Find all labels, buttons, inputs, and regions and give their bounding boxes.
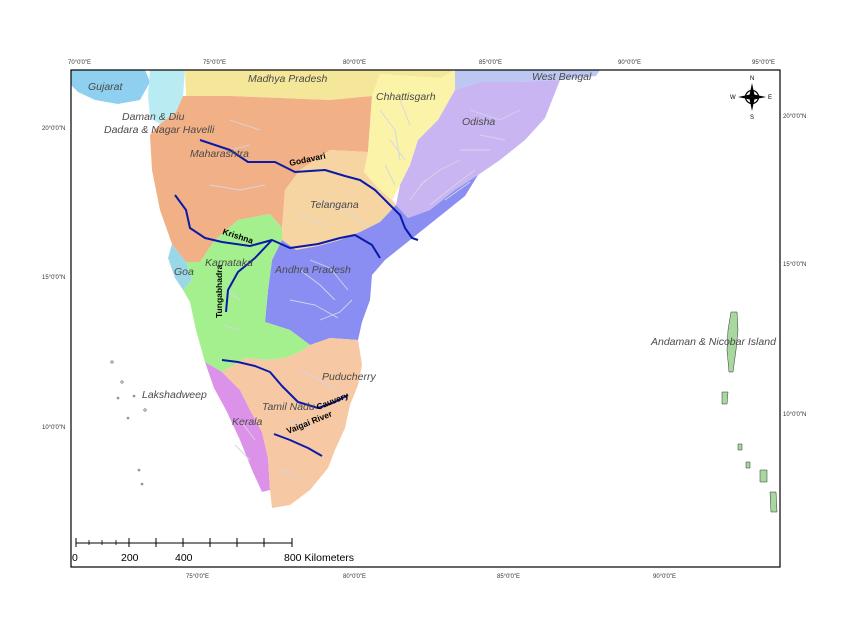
- north-arrow-s: S: [750, 115, 754, 121]
- lakshadweep-islands: [110, 360, 147, 486]
- label-telangana: Telangana: [310, 199, 359, 211]
- river-cauvery-line: [221, 359, 349, 409]
- top-coord-label: 80°0'0"E: [343, 60, 366, 66]
- north-arrow-e: E: [768, 95, 772, 101]
- left-coordinate-labels: 20°0'0"N 15°0'0"N 10°0'0"N: [42, 126, 65, 431]
- right-coord-label: 15°0'0"N: [783, 262, 806, 268]
- right-coord-label: 20°0'0"N: [783, 114, 806, 120]
- region-tamil-nadu: [222, 338, 362, 508]
- top-coord-label: 70°0'0"E: [68, 60, 91, 66]
- river-vaigai-line: [273, 433, 323, 457]
- label-kerala: Kerala: [232, 416, 263, 428]
- region-madhya-pradesh: [185, 70, 455, 100]
- label-andaman-nicobar: Andaman & Nicobar Island: [650, 336, 777, 348]
- right-coord-label: 10°0'0"N: [783, 412, 806, 418]
- left-coord-label: 20°0'0"N: [42, 126, 65, 132]
- label-maharashtra: Maharashtra: [190, 148, 249, 160]
- river-tungabhadra-line: [225, 239, 273, 313]
- region-telangana: [282, 150, 396, 250]
- map-frame: [70, 69, 781, 568]
- bottom-coord-label: 85°0'0"E: [497, 574, 520, 580]
- north-arrow-n: N: [750, 76, 754, 82]
- label-andhra-pradesh: Andhra Pradesh: [274, 264, 351, 276]
- right-coordinate-labels: 20°0'0"N 15°0'0"N 10°0'0"N: [783, 114, 806, 418]
- top-coord-label: 75°0'0"E: [203, 60, 226, 66]
- label-west-bengal: West Bengal: [532, 71, 592, 83]
- bottom-coordinate-labels: 75°0'0"E 80°0'0"E 85°0'0"E 90°0'0"E: [186, 574, 676, 580]
- top-coord-label: 90°0'0"E: [618, 60, 641, 66]
- region-daman-dadra: [148, 70, 185, 124]
- label-tungabhadra: Tungabhadra: [214, 265, 224, 318]
- label-puducherry: Puducherry: [322, 371, 376, 383]
- bottom-coord-label: 90°0'0"E: [653, 574, 676, 580]
- region-west-bengal: [455, 70, 600, 90]
- andaman-islands: [721, 311, 778, 513]
- top-coord-label: 85°0'0"E: [479, 60, 502, 66]
- region-maharashtra: [150, 96, 372, 262]
- north-arrow-w: W: [730, 95, 736, 101]
- region-karnataka: [183, 214, 310, 372]
- river-godavari-line: [199, 139, 419, 241]
- label-dadara-nagar-havelli: Dadara & Nagar Havelli: [104, 124, 215, 136]
- region-odisha: [396, 80, 560, 218]
- region-andhra-pradesh: [265, 175, 478, 345]
- left-coord-label: 10°0'0"N: [42, 425, 65, 431]
- top-coord-label: 95°0'0"E: [752, 60, 775, 66]
- scale-label-0: 0: [72, 552, 78, 564]
- label-goa: Goa: [174, 266, 194, 278]
- label-odisha: Odisha: [462, 116, 495, 128]
- north-arrow-icon: N S W E: [730, 76, 772, 121]
- label-lakshadweep: Lakshadweep: [142, 389, 207, 401]
- scale-bar: 0 200 400 800 Kilometers: [72, 538, 354, 564]
- region-kerala: [205, 362, 270, 492]
- scale-label-200: 200: [121, 552, 139, 564]
- label-gujarat: Gujarat: [88, 81, 124, 93]
- top-coordinate-labels: 70°0'0"E 75°0'0"E 80°0'0"E 85°0'0"E 90°0…: [68, 60, 775, 66]
- bottom-coord-label: 75°0'0"E: [186, 574, 209, 580]
- label-karnataka: Karnataka: [205, 257, 253, 269]
- label-chhattisgarh: Chhattisgarh: [376, 91, 436, 103]
- label-madhya-pradesh: Madhya Pradesh: [248, 73, 328, 85]
- state-labels: Gujarat Madhya Pradesh West Bengal Chhat…: [88, 71, 777, 428]
- region-gujarat: [71, 70, 150, 104]
- scale-label-400: 400: [175, 552, 193, 564]
- scale-label-end: 800 Kilometers: [284, 552, 354, 564]
- left-coord-label: 15°0'0"N: [42, 275, 65, 281]
- label-daman-diu: Daman & Diu: [122, 111, 185, 123]
- major-rivers: [174, 139, 419, 457]
- bottom-coord-label: 80°0'0"E: [343, 574, 366, 580]
- label-tamil-nadu: Tamil Nadu: [262, 401, 315, 413]
- region-goa: [168, 244, 192, 290]
